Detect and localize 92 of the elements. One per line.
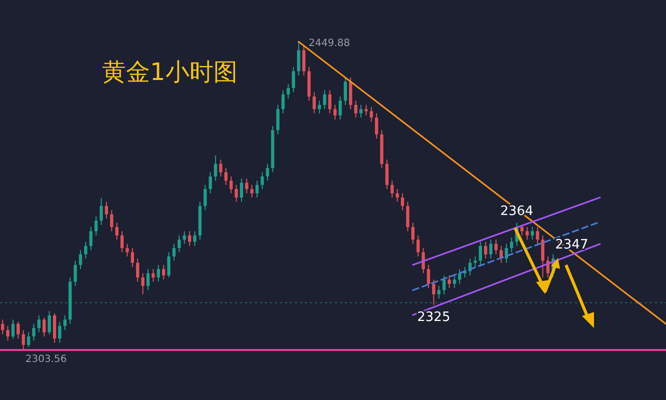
candlestick [74,260,77,286]
candlestick [266,163,270,182]
candlestick [297,42,300,76]
candlestick [422,248,425,274]
candlestick [286,83,290,100]
candlestick [328,90,332,114]
candlestick [130,248,134,268]
candlestick [474,256,477,268]
candlestick [312,92,316,114]
candlestick [250,184,254,198]
candlestick [204,184,207,211]
candlestick [396,188,399,202]
candlestick [152,268,155,282]
candlestick [11,319,15,340]
candlestick [426,264,430,289]
candlestick [442,274,446,295]
candlestick [344,77,347,106]
candlestick [364,104,368,116]
candlestick [448,274,451,289]
candlestick [120,230,124,253]
annotation: 2449.88 [308,38,350,49]
candlestick [240,178,244,202]
candlestick [484,241,488,260]
candlestick [219,159,222,177]
candlestick [104,201,108,220]
candlestick [100,197,103,226]
candlestick [260,172,264,190]
candlestick [230,176,233,194]
candlestick [208,172,212,194]
candlestick [390,180,394,198]
candlestick [370,106,373,122]
candlestick [541,234,544,278]
candlestick [16,321,20,340]
candlestick [136,258,140,282]
candlestick [193,230,196,246]
candlestick [78,250,82,270]
candlestick [126,243,129,257]
candlestick [58,321,62,344]
candlestick [52,312,56,344]
candlestick [354,100,358,118]
candlestick [323,90,326,110]
candlestick [458,268,462,284]
candlestick [234,184,238,202]
candlestick [48,310,51,335]
candlestick [162,264,166,280]
candlestick [276,104,280,135]
candlestick [411,222,415,244]
candlestick [432,279,436,306]
candlestick [406,201,410,232]
candlestick [302,45,306,76]
text: 黄金1小时图 [102,58,238,86]
candlestick [214,154,218,182]
candlestick [416,234,420,257]
candlestick [146,268,150,291]
annotation: 2325 [417,310,450,325]
candlestick [348,77,352,110]
candlestick [526,226,529,240]
candlestick [42,317,46,337]
candlestick [156,264,160,282]
candlestick [94,216,98,236]
candlestick [489,239,492,260]
candlestick [338,96,342,120]
candlestick [374,112,378,140]
candlestick [89,226,92,251]
candlestick [281,90,285,114]
candlestick [510,237,514,253]
candlestick [110,210,114,232]
candlestick [255,180,259,198]
candlestick [452,274,456,289]
candlestick [115,222,118,240]
candlestick [333,104,337,120]
candlestick [84,241,88,260]
candlestick [167,252,170,278]
candlestick [400,192,404,211]
candlestick [536,226,540,244]
candlestick [385,159,389,190]
candlestick [359,104,363,118]
candlestick [178,234,181,253]
candlestick [22,330,25,350]
candlestick [6,325,10,342]
candlestick [172,243,176,262]
candlestick [478,241,482,266]
candlestick [32,323,36,342]
candlestick [37,314,41,333]
candlestick [63,314,67,331]
candlestick [26,332,30,348]
candlestick [530,226,534,240]
candlestick [141,272,144,295]
candlestick [437,285,440,300]
text: 2303.56 [25,354,67,365]
candlestick [292,66,296,93]
candlestick [245,178,248,194]
